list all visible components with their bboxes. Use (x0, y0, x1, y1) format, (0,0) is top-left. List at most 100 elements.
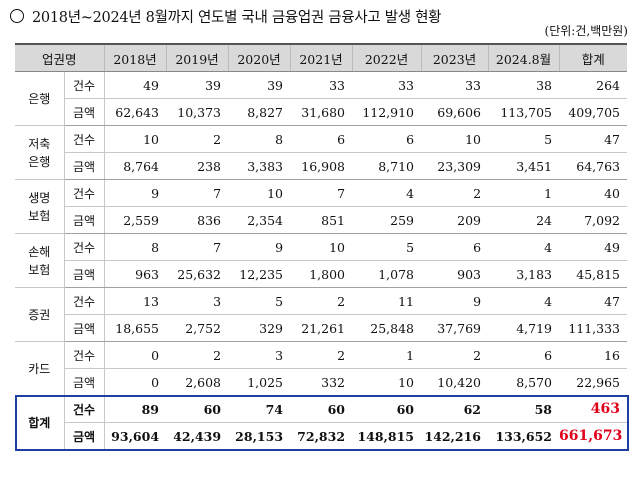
table-row: 합계 건수 89 60 74 60 60 62 58 463 (15, 395, 628, 450)
table-body: 은행 건수 49 39 39 33 33 33 38 264 금액 62,643 10,373 8,827… (15, 71, 628, 396)
count-cell: 2 (166, 341, 229, 369)
amount-cell: 8,570 (488, 368, 560, 396)
amount-cell: 1,078 (352, 260, 422, 288)
table-row: 금액 62,643 10,373 8,827 31,680 112,910 69,606 11… (15, 98, 628, 126)
header-sector: 업권명 (15, 43, 105, 72)
title-text: 2018년~2024년 8월까지 연도별 국내 금융업권 금융사고 발생 현황 (32, 9, 442, 26)
amount-cell: 2,559 (104, 206, 167, 234)
metric-label: 건수 (64, 71, 105, 99)
count-cell: 47 (559, 125, 628, 153)
metric-label: 건수 (64, 341, 105, 369)
amount-cell: 142,216 (421, 422, 489, 450)
amount-cell: 112,910 (352, 98, 422, 126)
count-cell: 60 (290, 395, 353, 423)
count-cell: 8 (104, 233, 167, 261)
table-row: 은행 건수 49 39 39 33 33 33 38 264 (15, 71, 628, 126)
metric-label: 금액 (64, 98, 105, 126)
amount-cell: 23,309 (421, 152, 489, 180)
count-cell: 39 (166, 71, 229, 99)
count-cell: 49 (559, 233, 628, 261)
amount-cell: 836 (166, 206, 229, 234)
count-cell: 38 (488, 71, 560, 99)
table-row: 카드 건수 0 2 3 2 1 2 6 16 (15, 341, 628, 396)
count-cell: 74 (228, 395, 291, 423)
amount-cell: 661,673 (559, 422, 628, 450)
count-cell: 10 (290, 233, 353, 261)
amount-cell: 8,764 (104, 152, 167, 180)
count-cell: 60 (352, 395, 422, 423)
table-row: 저축 은행 건수 10 2 8 6 6 10 5 47 (15, 125, 628, 180)
table-header: 업권명 2018년 2019년 2020년 2021년 2022년 2023년 … (15, 43, 628, 72)
count-cell: 33 (352, 71, 422, 99)
amount-cell: 69,606 (421, 98, 489, 126)
count-cell: 16 (559, 341, 628, 369)
amount-cell: 2,354 (228, 206, 291, 234)
count-cell: 10 (104, 125, 167, 153)
amount-cell: 10,420 (421, 368, 489, 396)
table-row: 금액 8,764 238 3,383 16,908 8,710 23,309 3,451 64,… (15, 152, 628, 180)
amount-cell: 62,643 (104, 98, 167, 126)
count-cell: 6 (421, 233, 489, 261)
amount-cell: 10 (352, 368, 422, 396)
metric-label: 금액 (64, 260, 105, 288)
count-cell: 5 (352, 233, 422, 261)
count-cell: 4 (352, 179, 422, 207)
table-row: 금액 963 25,632 12,235 1,800 1,078 903 3,183 45,81… (15, 260, 628, 288)
count-cell: 3 (166, 287, 229, 315)
count-cell: 49 (104, 71, 167, 99)
amount-cell: 10,373 (166, 98, 229, 126)
amount-cell: 133,652 (488, 422, 560, 450)
amount-cell: 37,769 (421, 314, 489, 342)
count-cell: 10 (421, 125, 489, 153)
count-cell: 1 (352, 341, 422, 369)
count-cell: 7 (166, 233, 229, 261)
amount-cell: 851 (290, 206, 353, 234)
amount-cell: 24 (488, 206, 560, 234)
count-cell: 4 (488, 287, 560, 315)
amount-cell: 25,848 (352, 314, 422, 342)
metric-label: 금액 (64, 152, 105, 180)
amount-cell: 332 (290, 368, 353, 396)
metric-label: 금액 (64, 314, 105, 342)
count-cell: 9 (421, 287, 489, 315)
header-total: 합계 (559, 43, 628, 72)
amount-cell: 113,705 (488, 98, 560, 126)
sector-name: 합계 (15, 395, 65, 450)
metric-label: 금액 (64, 422, 105, 450)
count-cell: 9 (228, 233, 291, 261)
count-cell: 39 (228, 71, 291, 99)
amount-cell: 18,655 (104, 314, 167, 342)
count-cell: 58 (488, 395, 560, 423)
metric-label: 건수 (64, 125, 105, 153)
amount-cell: 963 (104, 260, 167, 288)
count-cell: 60 (166, 395, 229, 423)
count-cell: 13 (104, 287, 167, 315)
metric-label: 금액 (64, 368, 105, 396)
table-row: 금액 0 2,608 1,025 332 10 10,420 8,570 22,965 (15, 368, 628, 396)
header-year: 2024.8월 (488, 43, 560, 72)
count-cell: 6 (352, 125, 422, 153)
count-cell: 62 (421, 395, 489, 423)
table-row: 증권 건수 13 3 5 2 11 9 4 47 (15, 287, 628, 342)
sector-name: 손해 보험 (15, 233, 65, 288)
circle-bullet-icon (10, 9, 24, 23)
amount-cell: 12,235 (228, 260, 291, 288)
amount-cell: 93,604 (104, 422, 167, 450)
amount-cell: 903 (421, 260, 489, 288)
count-cell: 463 (559, 395, 628, 423)
amount-cell: 2,608 (166, 368, 229, 396)
amount-cell: 111,333 (559, 314, 628, 342)
count-cell: 6 (488, 341, 560, 369)
amount-cell: 16,908 (290, 152, 353, 180)
amount-cell: 7,092 (559, 206, 628, 234)
incident-table: 업권명 2018년 2019년 2020년 2021년 2022년 2023년 … (15, 43, 628, 450)
metric-label: 건수 (64, 395, 105, 423)
count-cell: 2 (290, 287, 353, 315)
header-year: 2021년 (290, 43, 353, 72)
table-row: 금액 2,559 836 2,354 851 259 209 24 7,092 (15, 206, 628, 234)
table-row: 생명 보험 건수 9 7 10 7 4 2 1 40 (15, 179, 628, 234)
count-cell: 33 (421, 71, 489, 99)
amount-cell: 3,183 (488, 260, 560, 288)
amount-cell: 3,451 (488, 152, 560, 180)
count-cell: 33 (290, 71, 353, 99)
